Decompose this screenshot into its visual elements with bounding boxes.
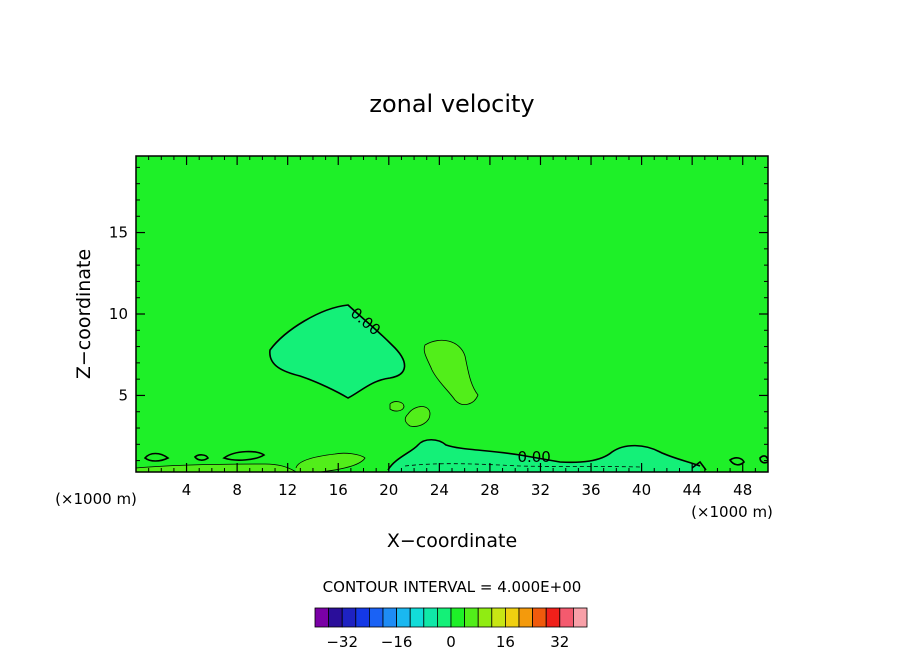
contour-value-label: 0.00	[517, 448, 550, 466]
zero-contour-line	[387, 438, 701, 471]
zero-contour-line	[691, 460, 707, 471]
y-tick-label: 5	[118, 386, 128, 404]
colorbar-ticks: −32 −16 0 16 32	[326, 633, 569, 651]
plot-background	[136, 156, 768, 472]
zero-contour-line	[193, 454, 210, 461]
colorbar-cell	[436, 607, 452, 628]
x-tick-label: 28	[480, 481, 499, 499]
zero-contour-line	[759, 455, 768, 464]
colorbar-cell	[477, 607, 493, 628]
colorbar-tick-label: 0	[446, 633, 456, 651]
zero-contour-line	[222, 450, 266, 461]
positive-contour-line	[295, 452, 366, 472]
contour-region-positive	[390, 401, 404, 412]
contour-region-positive	[424, 340, 478, 405]
contour-interval-label: CONTOUR INTERVAL = 4.000E+00	[323, 578, 582, 596]
colorbar-cell	[409, 607, 425, 628]
zero-contour-line	[269, 304, 406, 399]
colorbar	[314, 607, 588, 628]
colorbar-tick-label: 16	[496, 633, 515, 651]
colorbar-cell	[545, 607, 561, 628]
colorbar-cell	[532, 607, 547, 628]
colorbar-cell	[518, 607, 534, 628]
x-tick-label: 48	[733, 481, 752, 499]
colorbar-cell	[328, 607, 343, 628]
x-tick-label: 8	[232, 481, 242, 499]
colorbar-cell	[464, 607, 479, 628]
colorbar-cell	[450, 607, 466, 628]
x-axis-title: X−coordinate	[387, 530, 517, 552]
colorbar-tick-label: −32	[326, 633, 358, 651]
x-tick-label: 12	[278, 481, 297, 499]
colorbar-tick-label: 32	[550, 633, 569, 651]
contour-region-negative	[269, 305, 405, 398]
contour-region-positive	[405, 406, 430, 427]
colorbar-cell	[573, 607, 588, 628]
colorbar-cell	[396, 607, 411, 628]
y-tick-label: 15	[109, 224, 128, 242]
x-tick-label: 20	[379, 481, 398, 499]
y-axis-ticks: 5 10 15	[109, 166, 768, 462]
x-tick-label: 36	[581, 481, 600, 499]
contour-lines	[143, 304, 768, 471]
positive-contour-line	[423, 339, 479, 405]
colorbar-cell	[382, 607, 398, 628]
colorbar-cell	[314, 607, 330, 628]
colorbar-cell	[355, 607, 370, 628]
colorbar-tick-label: −16	[381, 633, 413, 651]
x-axis-ticks: 4 8 12 16 20 24 28 32 36 40 44 48	[148, 156, 756, 499]
colorbar-cell	[491, 607, 506, 628]
zero-contour-line	[143, 452, 170, 462]
x-unit-label-right: (×1000 m)	[691, 503, 773, 521]
x-tick-label: 40	[632, 481, 651, 499]
x-tick-label: 16	[329, 481, 348, 499]
x-tick-label: 4	[182, 481, 192, 499]
x-tick-label: 32	[531, 481, 550, 499]
negative-contour-line	[404, 463, 641, 468]
x-unit-label-left: (×1000 m)	[55, 490, 137, 508]
colorbar-cell	[368, 607, 384, 628]
colorbar-cell	[504, 607, 520, 628]
x-tick-label: 44	[683, 481, 702, 499]
positive-contour-line	[404, 406, 431, 427]
colorbar-cell	[559, 607, 574, 628]
x-tick-label: 24	[430, 481, 449, 499]
y-axis-title: Z−coordinate	[73, 249, 95, 379]
chart-title: zonal velocity	[369, 90, 534, 118]
positive-contour-line	[389, 401, 405, 412]
y-tick-label: 10	[109, 305, 128, 323]
colorbar-cell	[341, 607, 357, 628]
contour-region-positive	[136, 464, 296, 472]
colorbar-cell	[423, 607, 438, 628]
zero-contour-line	[728, 457, 745, 466]
